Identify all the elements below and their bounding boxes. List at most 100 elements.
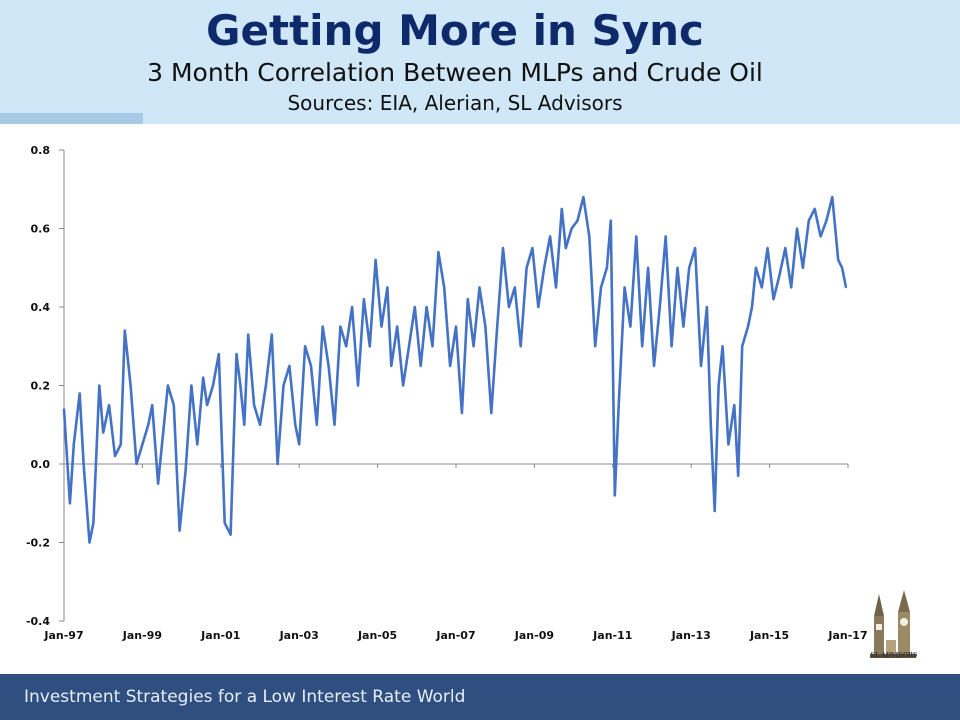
data-point: [790, 286, 793, 289]
data-point: [408, 345, 410, 348]
data-point: [212, 384, 214, 387]
data-point: [653, 364, 655, 367]
data-point: [658, 306, 661, 308]
x-axis-ticks: Jan-97 Jan-99 Jan-01 Jan-03 Jan-05 Jan-07 Jan-…: [43, 464, 868, 642]
data-point: [443, 286, 446, 289]
data-point: [82, 463, 85, 465]
data-point: [88, 541, 91, 544]
data-point: [437, 251, 440, 253]
data-point: [688, 266, 691, 269]
data-point: [490, 412, 493, 414]
data-point: [345, 345, 348, 348]
y-tick-label: -0.2: [26, 537, 50, 550]
data-point: [588, 235, 591, 238]
data-point: [259, 423, 261, 426]
data-point: [831, 196, 834, 198]
y-tick-label: 0.4: [31, 301, 51, 314]
data-point: [635, 235, 638, 238]
data-point: [555, 286, 557, 289]
data-point: [68, 502, 71, 505]
series-line: [62, 195, 848, 544]
slide-subtitle: 3 Month Correlation Between MLPs and Cru…: [147, 58, 763, 87]
data-point: [380, 325, 383, 328]
data-point: [374, 259, 377, 261]
data-point: [419, 364, 422, 367]
data-point: [141, 443, 144, 446]
data-point: [609, 219, 612, 222]
data-point: [564, 247, 567, 250]
y-tick-label: 0.6: [31, 223, 51, 236]
data-point: [713, 510, 716, 512]
data-point: [321, 325, 324, 328]
sources-line: Sources: EIA, Alerian, SL Advisors: [287, 91, 623, 115]
logo-label: SL ADVISORS: [870, 652, 918, 659]
data-point: [837, 259, 840, 261]
data-point: [327, 364, 330, 367]
data-point: [288, 364, 291, 367]
data-point: [351, 306, 354, 308]
data-point: [513, 286, 516, 289]
data-point: [502, 247, 504, 250]
data-point: [747, 325, 749, 328]
data-point: [841, 266, 844, 269]
data-point: [484, 325, 487, 328]
data-point: [766, 247, 769, 250]
data-point: [78, 392, 81, 395]
data-point: [525, 266, 528, 269]
data-point: [235, 353, 238, 355]
data-point: [617, 404, 620, 407]
data-point: [613, 494, 616, 497]
data-point: [315, 423, 318, 426]
data-point: [217, 353, 220, 355]
data-point: [478, 286, 481, 289]
x-tick-label: Jan-01: [200, 629, 240, 642]
data-point: [813, 207, 816, 210]
data-point: [339, 325, 342, 328]
header-band: Getting More in Sync 3 Month Correlation…: [0, 0, 960, 124]
data-point: [114, 455, 116, 458]
data-point: [135, 463, 138, 465]
series-lines: [62, 195, 848, 544]
x-tick-label: Jan-97: [43, 629, 83, 642]
data-point: [641, 345, 644, 348]
data-point: [298, 443, 301, 446]
data-point: [357, 384, 359, 387]
chart-axes: [63, 150, 848, 621]
data-point: [594, 345, 597, 348]
data-point: [537, 306, 540, 308]
data-point: [178, 529, 181, 532]
data-point: [737, 474, 740, 477]
data-point: [623, 286, 626, 289]
data-point: [778, 274, 781, 277]
data-point: [425, 306, 428, 308]
y-axis-ticks: 0.8 0.6 0.4 0.2 0.0 -0.2 -0.4: [26, 144, 64, 628]
data-point: [239, 384, 242, 387]
data-point: [92, 521, 95, 524]
data-point: [796, 227, 798, 230]
data-point: [600, 286, 602, 289]
data-point: [172, 404, 175, 407]
data-point: [576, 219, 579, 222]
data-point: [741, 345, 744, 348]
data-point: [543, 266, 546, 269]
x-tick-label: Jan-17: [827, 629, 867, 642]
data-point: [466, 298, 469, 301]
data-point: [362, 298, 365, 301]
data-point: [247, 333, 250, 336]
data-point: [119, 443, 122, 446]
data-point: [396, 325, 399, 328]
y-tick-label: -0.4: [26, 615, 50, 628]
data-point: [670, 345, 673, 348]
data-point: [270, 333, 273, 336]
data-point: [606, 266, 608, 269]
data-point: [147, 423, 150, 426]
data-point: [229, 533, 232, 536]
data-point: [63, 408, 65, 410]
data-point: [196, 443, 199, 446]
data-point: [819, 235, 822, 238]
data-point: [157, 482, 159, 485]
y-tick-label: 0.2: [31, 380, 51, 393]
data-point: [166, 384, 169, 387]
data-point: [472, 345, 475, 348]
data-point: [243, 423, 246, 426]
